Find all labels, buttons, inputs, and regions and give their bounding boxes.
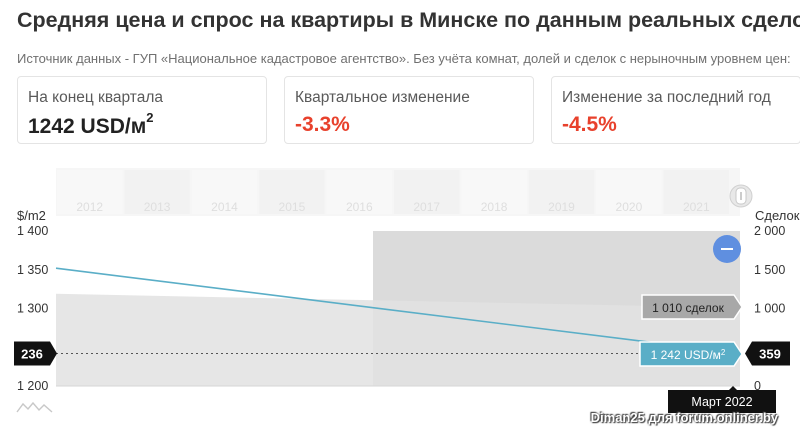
card-quarter-end-number: 1242 USD/м (28, 115, 147, 138)
price-tooltip-sup: 2 (721, 348, 726, 357)
navigator-year: 2021 (683, 200, 710, 214)
crosshair-left-value: 236 (21, 346, 43, 361)
right-tick-label: 2 000 (754, 224, 785, 238)
crosshair-right-value: 359 (759, 346, 781, 361)
crosshair-right-tag: 359 (745, 341, 790, 366)
price-tooltip-text: 1 242 USD/м2 (651, 348, 726, 362)
left-tick-label: 1 300 (17, 302, 48, 316)
crosshair-date-tag: Март 2022 (668, 386, 776, 413)
navigator-cell (191, 170, 258, 214)
left-tick-label: 1 200 (17, 379, 48, 393)
crosshair-left-tag: 236 (14, 341, 57, 366)
card-quarter-end: На конец квартала 1242 USD/м2 (17, 76, 267, 144)
navigator-cell (596, 170, 662, 214)
right-axis-title: Сделок (755, 208, 800, 223)
mini-chart-icon[interactable] (16, 401, 53, 413)
navigator-cell (394, 170, 460, 214)
price-tooltip-value: 1 242 USD/м (651, 348, 721, 362)
navigator-year: 2016 (346, 200, 373, 214)
watermark: Diman25 для forum.onliner.by (590, 410, 778, 425)
card-quarter-end-label: На конец квартала (28, 89, 164, 106)
page-title: Средняя цена и спрос на квартиры в Минск… (17, 8, 800, 32)
card-quarter-change-value: -3.3% (295, 113, 350, 136)
left-axis-title: $/m2 (17, 208, 46, 223)
crosshair-date: Март 2022 (691, 395, 752, 409)
navigator-year: 2013 (144, 200, 171, 214)
card-year-change-value: -4.5% (562, 113, 617, 136)
deals-tooltip: 1 010 сделок (641, 294, 743, 320)
left-tick-label: 1 350 (17, 263, 48, 277)
navigator-cell (57, 170, 123, 214)
deals-area (56, 293, 740, 386)
navigator-year: 2017 (413, 200, 440, 214)
card-quarter-end-sup: 2 (146, 110, 154, 125)
right-tick-label: 1 000 (754, 302, 785, 316)
navigator-year: 2014 (211, 200, 238, 214)
navigator-year: 2015 (279, 200, 306, 214)
navigator-cell (528, 170, 595, 214)
left-tick-label: 1 400 (17, 224, 48, 238)
zoom-out-button[interactable] (713, 235, 741, 263)
navigator-cell (124, 170, 190, 214)
right-tick-label: 1 500 (754, 263, 785, 277)
navigator-years: 2012 2013 2014 2015 2016 2017 2018 2019 2020 2021 (76, 200, 710, 214)
price-series-line (55, 267, 741, 355)
navigator-handle[interactable] (729, 184, 753, 208)
navigator-year: 2012 (76, 200, 103, 214)
navigator-cell (461, 170, 527, 214)
navigator-year: 2018 (481, 200, 508, 214)
card-year-change: Изменение за последний год -4.5% (551, 76, 800, 144)
price-tooltip: 1 242 USD/м2 (639, 341, 743, 367)
card-quarter-end-value: 1242 USD/м2 (28, 110, 154, 139)
card-quarter-change-label: Квартальное изменение (295, 89, 470, 106)
deals-tooltip-text: 1 010 сделок (652, 301, 724, 315)
card-year-change-label: Изменение за последний год (562, 89, 771, 106)
navigator-year: 2019 (548, 200, 575, 214)
card-quarter-change: Квартальное изменение -3.3% (284, 76, 534, 144)
navigator-year: 2020 (616, 200, 643, 214)
navigator-cell (259, 170, 325, 214)
right-tick-label: 0 (754, 379, 761, 393)
navigator-cells (57, 170, 729, 214)
navigator-cell (663, 170, 729, 214)
data-source-note: Источник данных - ГУП «Национальное када… (17, 51, 791, 66)
price-demand-chart[interactable]: 2012 2013 2014 2015 2016 2017 2018 2019 2020 2021… (0, 150, 800, 439)
navigator-cell (326, 170, 392, 214)
